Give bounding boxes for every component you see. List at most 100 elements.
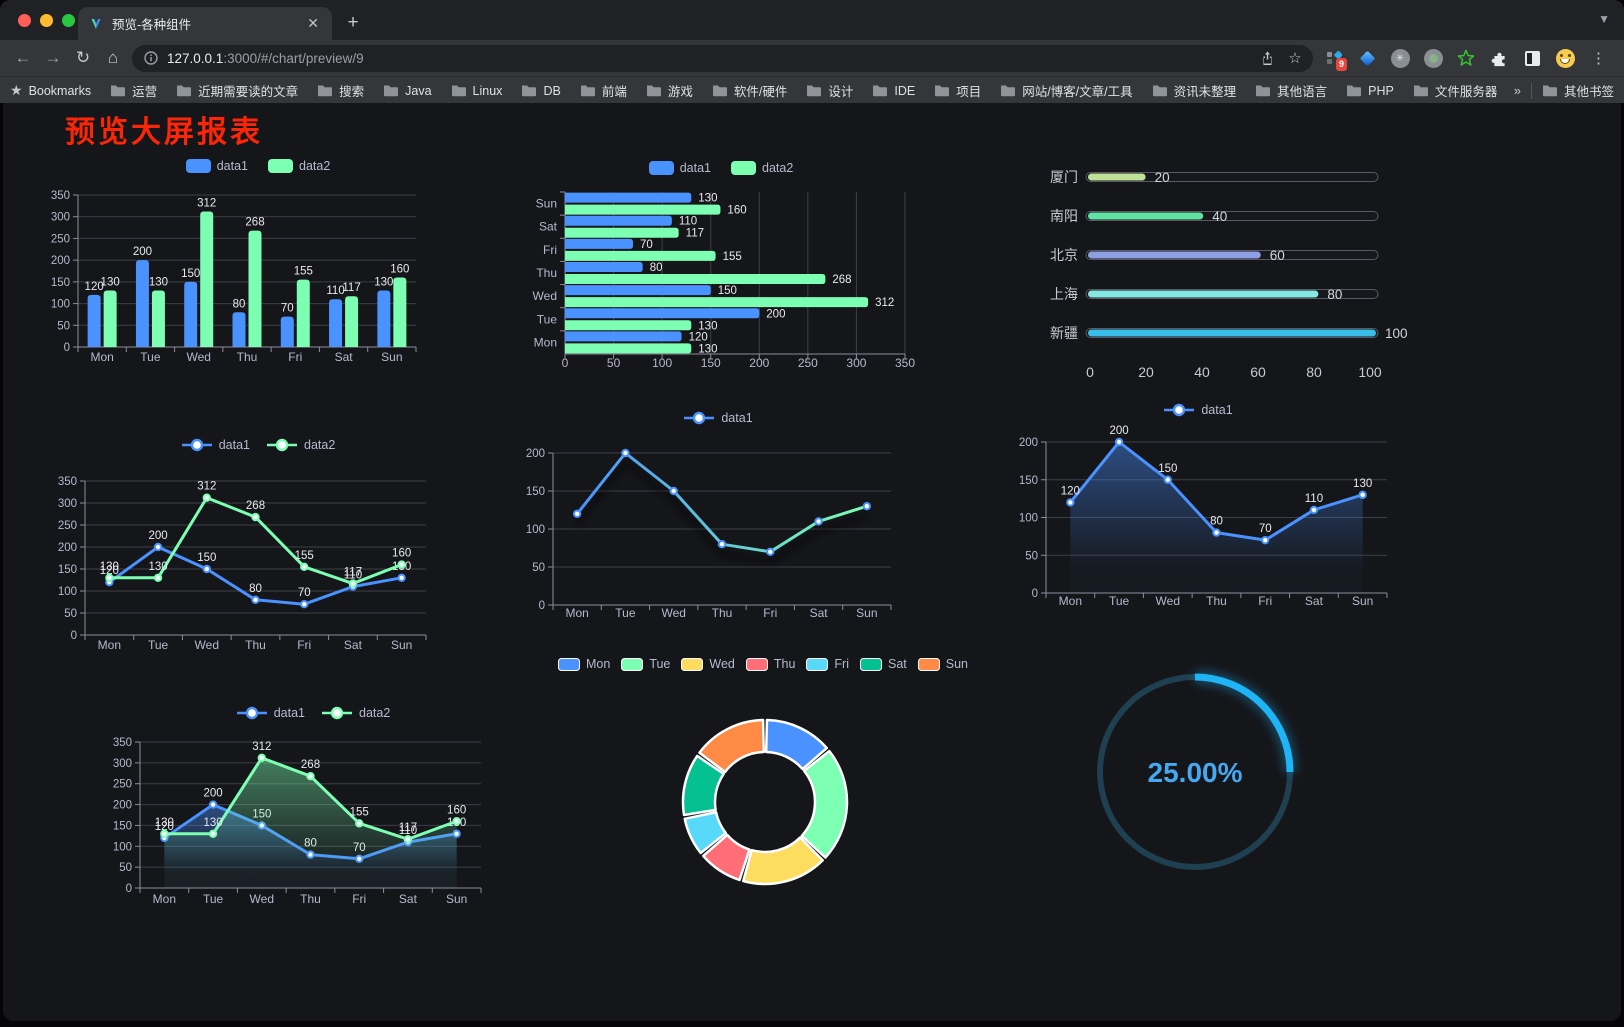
zoom-window-button[interactable] (62, 14, 75, 27)
gem-icon[interactable] (1354, 45, 1380, 71)
legend-item[interactable]: Mon (557, 657, 610, 671)
legend-label: data1 (721, 411, 753, 425)
bookmark-folder[interactable]: 项目 (934, 81, 981, 100)
bookmarks-label[interactable]: Bookmarks (28, 83, 92, 98)
svg-text:Fri: Fri (543, 243, 557, 257)
record-circle-icon[interactable] (1420, 45, 1446, 71)
bookmark-star-icon[interactable]: ☆ (1288, 50, 1302, 67)
other-bookmarks-folder[interactable]: 其他书签 (1542, 81, 1614, 100)
bookmark-folder[interactable]: 游戏 (646, 81, 693, 100)
chart-donut: Mon Tue Wed Thu Fri Sat Sun (548, 643, 978, 893)
folder-icon (451, 85, 466, 97)
legend-item[interactable]: Tue (621, 657, 670, 671)
chart-area-two-series: data1 data2 0 50 100 150 200 250 300 350 Mon Tue Wed… (103, 680, 523, 920)
address-bar[interactable]: 127.0.0.1:3000/#/chart/preview/9 ☆ (132, 44, 1313, 72)
close-window-button[interactable] (18, 14, 31, 27)
bookmark-folder[interactable]: 网站/博客/文章/工具 (1000, 81, 1133, 100)
bookmarks-overflow-chevron[interactable]: » (1513, 83, 1521, 98)
chart-legend: data1 data2 (48, 438, 468, 452)
star-outline-icon[interactable] (1453, 45, 1479, 71)
svg-text:268: 268 (246, 500, 265, 512)
tab-close-icon[interactable]: ✕ (307, 15, 319, 31)
svg-text:50: 50 (607, 356, 621, 370)
bookmark-folder[interactable]: 软件/硬件 (712, 81, 787, 100)
legend-marker (731, 161, 756, 175)
bookmark-folder[interactable]: IDE (872, 84, 915, 98)
legend-item[interactable]: data1 (1163, 403, 1233, 417)
legend-item[interactable]: Wed (681, 657, 735, 671)
svg-text:200: 200 (749, 356, 769, 370)
browser-toolbar: ← → ↻ ⌂ 127.0.0.1:3000/#/chart/preview/9… (0, 40, 1624, 76)
legend-item[interactable]: data1 (185, 159, 248, 173)
legend-label: data1 (216, 159, 248, 173)
legend-marker (681, 657, 704, 671)
legend-item[interactable]: data2 (731, 161, 793, 175)
forward-button[interactable]: → (44, 48, 62, 67)
svg-text:Mon: Mon (534, 335, 557, 349)
svg-text:130: 130 (148, 561, 167, 573)
svg-text:150: 150 (526, 486, 545, 498)
puzzle-icon[interactable] (1486, 45, 1512, 71)
folder-icon (111, 85, 126, 97)
legend-item[interactable]: Sun (917, 657, 968, 671)
folder-icon (384, 85, 399, 97)
svg-text:155: 155 (295, 550, 314, 562)
back-button[interactable]: ← (14, 48, 32, 67)
bookmark-folder[interactable]: 运营 (110, 81, 157, 100)
bookmark-folder[interactable]: 前端 (580, 81, 627, 100)
bookmark-folder[interactable]: 近期需要读的文章 (176, 81, 298, 100)
chart-progress-bars: 厦门 20 南阳 40 北京 60 上海 80 新疆 100 0 20 40 60 80 100 (988, 155, 1408, 390)
svg-text:150: 150 (113, 820, 132, 832)
new-tab-button[interactable]: + (347, 12, 359, 33)
reader-mode-icon[interactable] (1519, 45, 1545, 71)
pie-slice-Sat (681, 754, 725, 817)
bookmark-folder[interactable]: DB (521, 84, 561, 98)
emoji-icon[interactable] (1552, 45, 1578, 71)
legend-item[interactable]: data2 (266, 438, 335, 452)
svg-text:130: 130 (698, 320, 717, 332)
svg-text:Sat: Sat (399, 892, 418, 906)
legend-item[interactable]: Thu (745, 657, 795, 671)
extension-badge: 9 (1335, 58, 1347, 71)
home-button[interactable]: ⌂ (107, 48, 119, 67)
browser-menu-icon[interactable]: ⋮ (1591, 50, 1606, 67)
legend-item[interactable]: data1 (181, 438, 250, 452)
legend-line-marker (684, 411, 715, 425)
bookmark-folder[interactable]: 设计 (806, 81, 853, 100)
minimize-window-button[interactable] (40, 14, 53, 27)
legend-item[interactable]: Fri (806, 657, 849, 671)
svg-text:200: 200 (58, 542, 77, 554)
share-icon[interactable] (1253, 46, 1281, 70)
url-text[interactable]: 127.0.0.1:3000/#/chart/preview/9 (167, 51, 1253, 66)
asterisk-circle-icon[interactable]: ✳ (1387, 45, 1413, 71)
svg-text:130: 130 (374, 277, 393, 289)
svg-text:0: 0 (539, 600, 545, 612)
legend-item[interactable]: data1 (236, 706, 305, 720)
traffic-lights (18, 14, 75, 27)
bookmark-folder[interactable]: 资讯未整理 (1152, 81, 1236, 100)
bookmark-folder[interactable]: Java (383, 84, 432, 98)
legend-item[interactable]: Sat (860, 657, 907, 671)
folder-icon (935, 85, 950, 97)
svg-text:250: 250 (798, 356, 818, 370)
bookmark-folder[interactable]: 搜索 (317, 81, 364, 100)
pie-slice-Thu (701, 833, 751, 882)
bookmark-folder[interactable]: 文件服务器 (1413, 81, 1497, 100)
legend-item[interactable]: data1 (648, 161, 711, 175)
bookmark-folder[interactable]: PHP (1346, 84, 1394, 98)
svg-text:上海: 上海 (1050, 286, 1078, 302)
bookmark-folder[interactable]: 其他语言 (1255, 81, 1327, 100)
apps-grid-icon[interactable]: 9 (1321, 45, 1347, 71)
svg-text:160: 160 (727, 205, 746, 217)
chart-bar-horizontal: data1 data2 0 50 100 150 200 250 300 350 Sun 130 160… (508, 152, 934, 377)
legend-item[interactable]: data2 (321, 706, 390, 720)
reload-button[interactable]: ↻ (75, 48, 91, 67)
bookmark-folder[interactable]: Linux (451, 84, 502, 98)
legend-item[interactable]: data1 (683, 411, 753, 425)
extensions-row: 9 ✳ ⋮ (1321, 45, 1616, 71)
tab-search-chevron-icon[interactable]: ▼ (1598, 12, 1610, 26)
browser-tab[interactable]: 预览-各种组件 ✕ (78, 7, 332, 40)
legend-item[interactable]: data2 (268, 159, 330, 173)
svg-text:Tue: Tue (1109, 594, 1130, 608)
site-info-icon[interactable] (144, 51, 158, 65)
